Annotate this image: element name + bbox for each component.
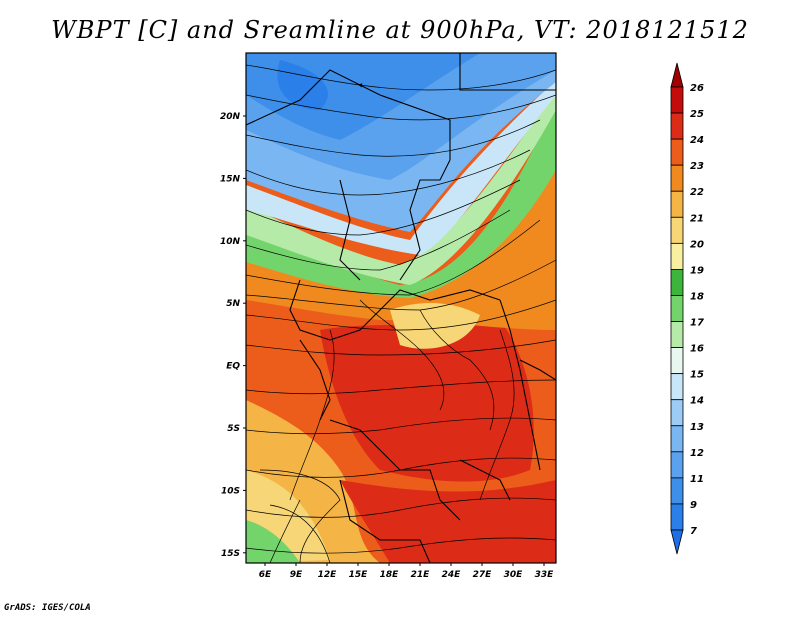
colorbar-label: 12 <box>690 448 704 459</box>
colorbar-label: 22 <box>690 187 704 198</box>
colorbar-label: 9 <box>690 500 697 511</box>
colorbar-box <box>670 503 684 531</box>
colorbar-label: 25 <box>690 109 704 120</box>
lon-label: 12E <box>318 570 338 580</box>
lat-label: 15N <box>220 174 241 184</box>
colorbar <box>670 62 684 555</box>
lon-label: 15E <box>349 570 369 580</box>
colorbar-box <box>670 138 684 166</box>
wbpt-field <box>246 53 556 563</box>
lon-label: 18E <box>380 570 400 580</box>
colorbar-top-arrow <box>670 62 684 88</box>
lat-label: EQ <box>226 362 240 372</box>
streamlines <box>246 64 556 563</box>
lat-label: 5N <box>226 299 240 309</box>
lon-label: 21E <box>411 570 431 580</box>
colorbar-label: 18 <box>690 291 704 302</box>
colorbar-label: 24 <box>690 135 704 146</box>
lon-label: 30E <box>504 570 524 580</box>
colorbar-label: 17 <box>690 318 704 329</box>
colorbar-box <box>670 86 684 114</box>
colorbar-label: 7 <box>690 526 697 537</box>
lon-label: 27E <box>473 570 493 580</box>
colorbar-box <box>670 190 684 218</box>
colorbar-box <box>670 425 684 453</box>
colorbar-box <box>670 164 684 192</box>
lon-label: 33E <box>535 570 555 580</box>
colorbar-box <box>670 269 684 296</box>
map-frame <box>245 52 557 564</box>
colorbar-label: 14 <box>690 396 704 407</box>
lon-label: 6E <box>259 570 272 580</box>
colorbar-bottom-arrow <box>670 529 684 555</box>
longitude-labels: 6E 9E 12E 15E 18E 21E 24E 27E 30E 33E <box>259 570 554 580</box>
colorbar-labels: 26 25 24 23 22 21 20 19 18 17 16 15 14 13 12 11 9 7 <box>690 83 704 537</box>
colorbar-box <box>670 321 684 348</box>
colorbar-box <box>670 399 684 427</box>
colorbar-box <box>670 451 684 479</box>
colorbar-box <box>670 295 684 322</box>
grads-credit: GrADS: IGES/COLA <box>4 603 91 613</box>
colorbar-label: 23 <box>690 161 704 172</box>
colorbar-label: 26 <box>690 83 704 94</box>
colorbar-label: 15 <box>690 370 704 381</box>
lat-label: 15S <box>221 549 240 559</box>
colorbar-label: 20 <box>690 239 704 250</box>
latitude-labels: 20N 15N 10N 5N EQ 5S 10S 15S <box>220 112 241 559</box>
colorbar-label: 19 <box>690 265 704 276</box>
figure-title: WBPT [C] and Sreamline at 900hPa, VT: 20… <box>51 16 749 44</box>
colorbar-box <box>670 347 684 375</box>
lon-label: 9E <box>290 570 303 580</box>
colorbar-box <box>670 112 684 140</box>
lat-label: 20N <box>220 112 241 122</box>
lat-label: 10N <box>220 237 241 247</box>
axis-ticks <box>243 115 545 566</box>
colorbar-box <box>670 477 684 505</box>
colorbar-box <box>670 242 684 270</box>
colorbar-box <box>670 373 684 401</box>
lat-label: 5S <box>227 424 240 434</box>
colorbar-label: 13 <box>690 422 704 433</box>
lat-label: 10S <box>221 486 240 496</box>
colorbar-label: 11 <box>690 474 704 485</box>
lon-label: 24E <box>442 570 462 580</box>
colorbar-label: 21 <box>690 213 704 224</box>
colorbar-box <box>670 216 684 244</box>
colorbar-label: 16 <box>690 344 704 355</box>
